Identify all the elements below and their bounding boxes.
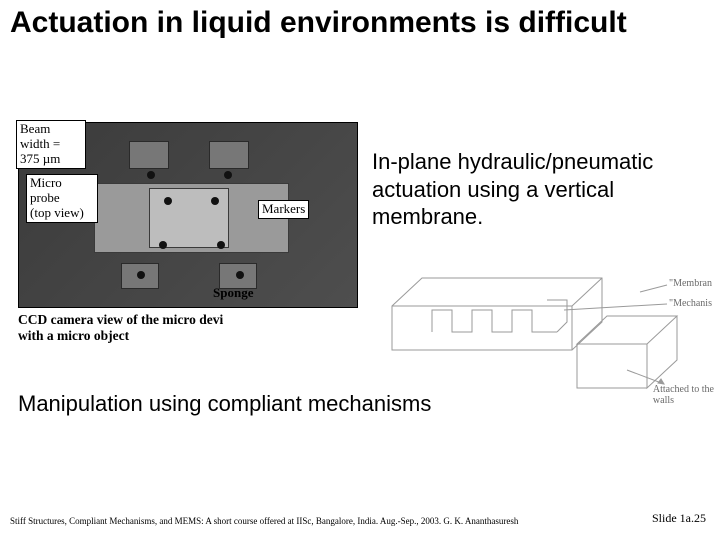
beam-width-label: Beam width = 375 µm [16,120,86,169]
caption-line2: with a micro object [18,328,223,344]
markers-label: Markers [258,200,309,219]
attached-line2: walls [653,395,714,406]
slide-footer: Stiff Structures, Compliant Mechanisms, … [10,516,518,526]
slide-title: Actuation in liquid environments is diff… [10,6,710,41]
sponge-label: Sponge [213,285,253,301]
probe-label-line3: (top view) [30,206,94,221]
caption-line1: CCD camera view of the micro devi [18,312,223,328]
slide-number: Slide 1a.25 [652,511,706,526]
micro-probe-label: Micro probe (top view) [26,174,98,223]
right-description: In-plane hydraulic/pneumatic actuation u… [372,148,708,231]
beam-label-line3: 375 µm [20,152,82,167]
slide-root: Actuation in liquid environments is diff… [0,0,720,540]
beam-label-line1: Beam [20,122,82,137]
lower-description: Manipulation using compliant mechanisms [18,390,431,418]
mechanism-svg-label: "Mechanism" [669,298,712,309]
membrane-svg-label: "Membrane" [669,278,712,289]
attached-line1: Attached to the [653,384,714,395]
sem-caption: CCD camera view of the micro devi with a… [18,312,223,344]
probe-label-line2: probe [30,191,94,206]
attached-label: Attached to the walls [653,384,714,406]
sem-figure: Beam width = 375 µm Micro probe (top vie… [18,122,358,362]
probe-label-line1: Micro [30,176,94,191]
beam-label-line2: width = [20,137,82,152]
mechanism-drawing: "Membrane" "Mechanism" Attached to the w… [372,260,712,410]
